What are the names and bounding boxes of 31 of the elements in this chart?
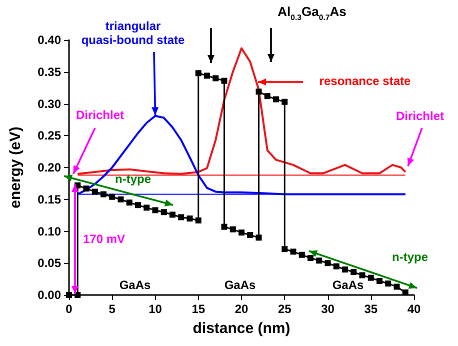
annotation: Dirichlet (396, 109, 444, 124)
x-tick-label: 35 (364, 302, 378, 316)
y-tick-label: 0.30 (38, 96, 62, 111)
x-tick-label: 0 (66, 302, 73, 316)
y-tick-label: 0.25 (38, 128, 62, 143)
annotation: GaAs (332, 278, 364, 292)
x-tick-label: 20 (234, 302, 248, 316)
y-axis-title: energy (eV) (7, 126, 24, 208)
y-tick-label: 0.00 (38, 288, 62, 302)
annotation: Dirichlet (76, 108, 124, 122)
x-axis-title: distance (nm) (192, 320, 290, 337)
y-tick-label: 0.10 (38, 224, 62, 238)
y-tick-label: 0.35 (38, 64, 62, 79)
x-tick-label: 10 (148, 302, 162, 316)
annotation: resonance state (319, 74, 412, 88)
annotation: GaAs (224, 278, 256, 292)
annotation: n-type (115, 172, 152, 186)
annotation: 170 mV (82, 232, 126, 246)
x-tick-label: 30 (321, 302, 335, 316)
y-tick-label: 0.05 (38, 256, 62, 270)
x-tick-label: 15 (192, 302, 206, 316)
annotation: n-type (392, 250, 428, 264)
x-tick-label: 25 (278, 302, 292, 316)
annotation: triangular quasi-bound state (81, 19, 185, 48)
y-tick-label: 0.40 (38, 33, 62, 47)
y-tick-label: 0.15 (38, 192, 62, 206)
x-tick-label: 40 (407, 302, 421, 316)
text: Al$_{0.3}$Ga$_{0.7}$As (278, 4, 346, 22)
annotation: GaAs (119, 278, 151, 292)
y-tick-label: 0.20 (38, 160, 62, 174)
x-tick-label: 5 (108, 302, 116, 316)
